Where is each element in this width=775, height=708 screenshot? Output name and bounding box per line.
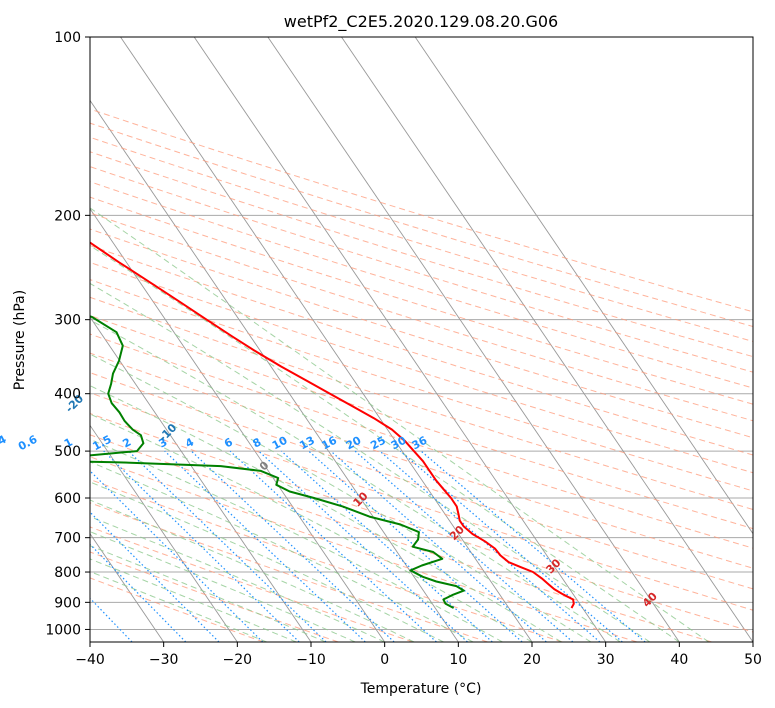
x-tick-label: −20: [223, 652, 253, 668]
isotherm-line: [341, 37, 753, 642]
mixing-ratio-line: [190, 450, 395, 642]
isotherm-line: [414, 37, 753, 535]
moist-adiabat-line: [90, 413, 533, 642]
mixing-ratio-label: 10: [270, 434, 290, 453]
x-tick-label: −30: [149, 652, 179, 668]
y-tick-label: 800: [54, 565, 81, 581]
moist-adiabat-line: [90, 481, 444, 642]
isotherm-line: [90, 532, 165, 642]
dry-adiabat-line: [90, 136, 753, 342]
dry-adiabat-line: [90, 478, 563, 642]
mixing-ratio-line: [258, 450, 468, 642]
y-tick-label: 900: [54, 595, 81, 611]
moist-adiabat-line: [90, 515, 385, 642]
mixing-ratio-label: 30: [389, 434, 409, 453]
x-tick-label: 40: [670, 652, 688, 668]
x-tick-label: −40: [75, 652, 105, 668]
dry-adiabat-line: [90, 434, 712, 642]
dry-adiabat-line: [90, 502, 488, 642]
isotherm-line: [90, 99, 459, 642]
y-tick-label: 1000: [45, 622, 81, 638]
mixing-ratio-label: 0.6: [16, 433, 40, 454]
moist-adiabat-line: [90, 207, 710, 642]
moist-adiabat-line: [90, 282, 651, 642]
mixing-ratio-line: [354, 450, 574, 642]
mixing-ratio-label: 16: [319, 434, 339, 453]
isotherm-line: [90, 207, 386, 642]
dry-adiabat-line: [90, 166, 753, 373]
axis-layer: −40 −30 −20 −10 0 10 20 30 40 50 100 200 300 400 500 60…: [45, 30, 762, 668]
x-tick-label: 10: [449, 652, 467, 668]
dry-adiabat-line: [90, 577, 264, 642]
isotherm-line: [90, 424, 238, 642]
moist-adiabat-line: [90, 461, 474, 642]
plot-background: [90, 37, 753, 642]
mixing-ratio-line: [90, 597, 133, 642]
dry-adiabat-line: [90, 122, 753, 328]
mixing-ratio-line: [281, 450, 493, 642]
y-tick-label: 500: [54, 444, 81, 460]
y-axis-title: Pressure (hPa): [12, 290, 28, 390]
moist-adiabat-line: [90, 385, 562, 642]
x-tick-label: 0: [380, 652, 389, 668]
temperature-profile-line: [90, 241, 575, 609]
dry-adiabat-line: [90, 352, 753, 569]
y-tick-label: 600: [54, 491, 81, 507]
dewpoint-profile-line: [90, 315, 465, 609]
plot-frame: [89, 36, 754, 643]
moist-adiabat-line: [90, 571, 267, 642]
x-tick-label: −10: [296, 652, 326, 668]
mixing-ratio-label: 20: [344, 434, 364, 453]
mixing-ratio-line: [128, 450, 327, 642]
dry-adiabat-line: [90, 181, 753, 389]
mixing-ratio-line: [90, 543, 187, 642]
y-tick-label: 100: [54, 30, 81, 46]
y-tick-label: 400: [54, 387, 81, 403]
mixing-ratio-label: 25: [368, 434, 388, 453]
mixing-ratio-line: [90, 511, 220, 642]
x-tick-label: 30: [597, 652, 615, 668]
mixing-ratio-line: [379, 450, 601, 642]
dry-adiabat-line: [90, 372, 753, 590]
dry-adiabat-line: [90, 279, 753, 492]
moist-adiabat-line: [90, 245, 680, 642]
isotherm-line: [193, 37, 607, 642]
dry-adiabat-line: [90, 212, 753, 422]
mixing-ratio-label: 36: [410, 434, 430, 453]
series-layer: [90, 241, 575, 609]
isotherm-line: [267, 37, 680, 642]
isotherm-line: [120, 37, 533, 642]
dry-adiabat-line: [90, 245, 753, 456]
mixing-ratio-label: 13: [297, 434, 317, 453]
x-axis-title: Temperature (°C): [360, 681, 482, 697]
y-tick-label: 700: [54, 531, 81, 547]
x-tick-label: 50: [744, 652, 762, 668]
mixing-ratio-line: [103, 450, 300, 642]
dry-adiabat-line: [90, 392, 753, 611]
mixing-ratio-line: [90, 470, 264, 642]
moist-adiabat-line: [90, 438, 503, 642]
chart-title: wetPf2_C2E5.2020.129.08.20.G06: [284, 12, 558, 32]
mixing-ratio-label: 0.4: [0, 433, 9, 454]
grid-layer: [90, 37, 753, 642]
x-tick-label: 20: [523, 652, 541, 668]
moist-adiabat-line: [90, 558, 297, 642]
y-tick-label: 300: [54, 313, 81, 329]
mixing-ratio-line: [420, 450, 646, 642]
y-tick-label: 200: [54, 208, 81, 224]
mixing-ratio-line: [229, 450, 437, 642]
